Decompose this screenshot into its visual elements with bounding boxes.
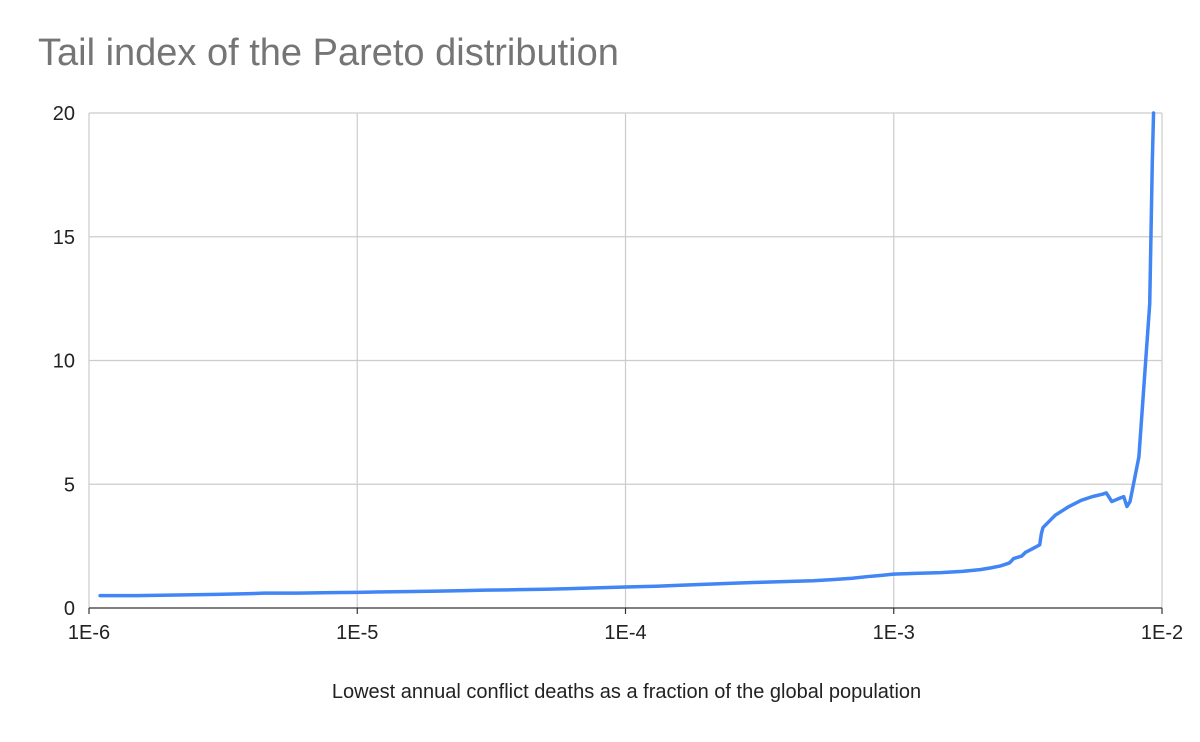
y-tick-label: 20 [53, 103, 75, 125]
x-tick-label: 1E-6 [68, 622, 110, 644]
series-line [98, 111, 1156, 598]
x-tick-label: 1E-3 [873, 622, 915, 644]
x-tick-label: 1E-5 [336, 622, 378, 644]
grid [88, 112, 1163, 608]
x-tick-label: 1E-2 [1141, 622, 1183, 644]
y-tick-label: 0 [64, 598, 75, 620]
y-tick-label: 10 [53, 351, 75, 373]
series-layer [98, 111, 1156, 598]
y-tick-label: 5 [64, 474, 75, 496]
chart-title: Tail index of the Pareto distribution [38, 32, 619, 74]
x-axis-title: Lowest annual conflict deaths as a fract… [332, 681, 921, 703]
axes [88, 607, 1163, 614]
y-tick-label: 15 [53, 227, 75, 249]
tick-labels: 0 5 10 15 20 1E-6 1E-5 1E-4 1E-3 1E-2 [53, 103, 1183, 644]
x-tick-label: 1E-4 [604, 622, 646, 644]
